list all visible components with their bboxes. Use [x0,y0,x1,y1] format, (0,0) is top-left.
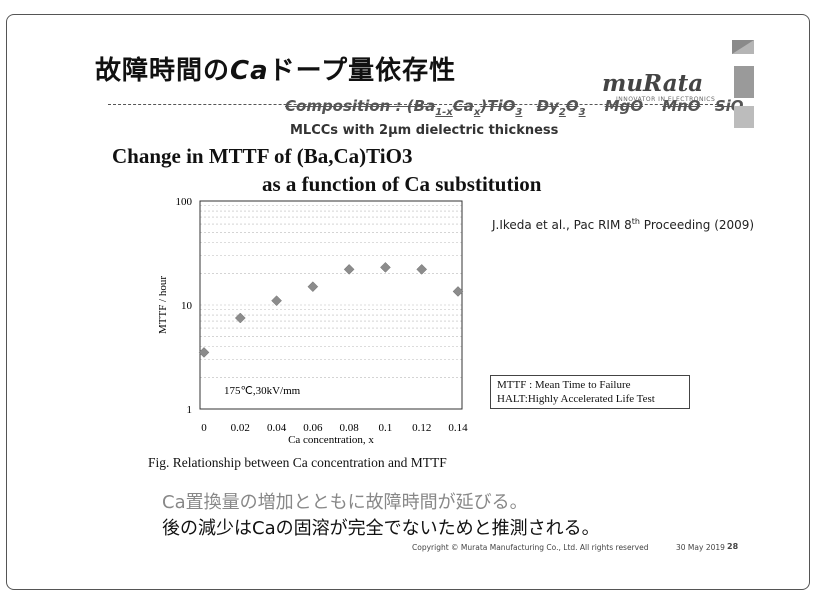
x-tick-label: 0 [201,422,207,434]
mlcc-note: MLCCs with 2μm dielectric thickness [290,123,559,138]
conclusion-line2: 後の減少はCaの固溶が完全でないためと推測される。 [162,518,600,539]
murata-logo: muRata [602,70,704,97]
y-axis-label: MTTF / hour [157,276,169,334]
conclusion-line1: Ca置換量の増加とともに故障時間が延びる。 [162,492,528,513]
data-point [380,262,391,273]
figure-caption: Fig. Relationship between Ca concentrati… [148,455,447,470]
citation: J.Ikeda et al., Pac RIM 8th Proceeding (… [492,217,755,232]
footer-copyright: Copyright © Murata Manufacturing Co., Lt… [412,543,649,552]
y-tick-labels: 1 10 100 [176,196,193,416]
composition-main: Composition : (Ba1-xCax)TiO3 [285,97,523,118]
footer-date: 30 May 2019 [676,543,725,552]
data-point [234,312,246,324]
x-tick-label: 0.14 [448,422,468,434]
x-tick-label: 0.08 [340,422,360,434]
composition-mno: MnO [662,97,701,115]
composition-mgo: MgO [604,97,644,115]
data-points [198,262,464,358]
x-tick-label: 0.06 [303,422,323,434]
data-point [271,295,282,307]
y-tick-label: 1 [187,404,193,416]
title-suffix: ドープ量依存性 [268,56,457,86]
data-point [452,286,464,297]
x-tick-label: 0.12 [412,422,431,434]
x-tick-label: 0.1 [379,422,393,434]
legend-halt: HALT:Highly Accelerated Life Test [497,393,655,405]
slide-title: 故障時間のCaドープ量依存性 [95,50,456,87]
page-number: 28 [727,542,739,551]
data-point [343,264,355,275]
murata-brand-mark-icon [732,40,754,128]
x-tick-labels: 0 0.02 0.04 0.06 0.08 0.1 0.12 0.14 [201,422,468,434]
murata-logo-tagline: INNOVATOR IN ELECTRONICS [616,96,716,103]
chart-heading-line1: Change in MTTF of (Ba,Ca)TiO3 [112,144,413,168]
y-tick-label: 100 [176,196,193,208]
x-tick-label: 0.04 [267,422,287,434]
data-point [307,281,319,293]
data-point [198,347,210,358]
composition-divider [108,104,723,105]
chart-grid [200,205,462,378]
composition-formula: Composition : (Ba1-xCax)TiO3 Dy2O3 MgO M… [285,97,751,118]
y-tick-label: 10 [181,300,193,312]
plot-frame [199,200,463,410]
legend-mttf: MTTF : Mean Time to Failure [497,379,631,391]
test-condition-label: 175℃,30kV/mm [224,385,301,397]
composition-dy2o3: Dy2O3 [536,97,586,118]
slide-frame [6,14,810,590]
x-axis-label: Ca concentration, x [288,434,374,446]
abbreviation-legend: MTTF : Mean Time to Failure HALT:Highly … [490,375,690,409]
mttf-chart: 1 10 100 0 0.02 0.04 0.06 0.08 0.1 0.12 0.14 Ca c… [157,196,468,446]
title-ca: Ca [230,56,269,86]
title-prefix: 故障時間の [95,56,231,86]
chart-heading-line2: as a function of Ca substitution [262,172,542,196]
x-tick-label: 0.02 [231,422,250,434]
data-point [416,264,428,275]
